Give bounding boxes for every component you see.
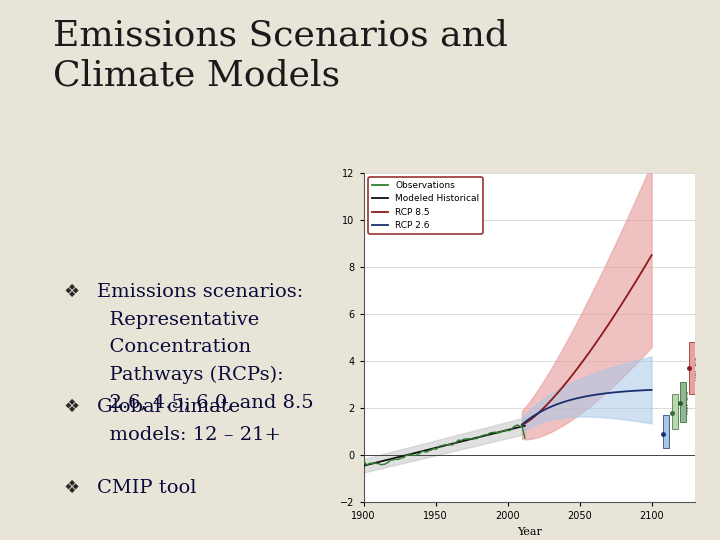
Bar: [689, 342, 695, 394]
X-axis label: Year: Year: [517, 527, 541, 537]
Legend: Observations, Modeled Historical, RCP 8.5, RCP 2.6: Observations, Modeled Historical, RCP 8.…: [368, 177, 483, 234]
Text: ❖: ❖: [63, 478, 79, 497]
Text: models: 12 – 21+: models: 12 – 21+: [96, 426, 281, 444]
Bar: [663, 415, 669, 448]
Text: RCP 2.6: RCP 2.6: [667, 420, 672, 443]
Text: Global climate: Global climate: [96, 398, 240, 416]
Text: Emissions scenarios:: Emissions scenarios:: [96, 283, 303, 301]
Text: RCP 8.5: RCP 8.5: [693, 356, 698, 380]
Text: RCP 4.5: RCP 4.5: [676, 400, 681, 423]
Text: CMIP tool: CMIP tool: [96, 478, 196, 497]
Text: Representative: Representative: [96, 310, 259, 329]
Bar: [680, 382, 686, 422]
Text: Emissions Scenarios and
Climate Models: Emissions Scenarios and Climate Models: [53, 18, 508, 93]
Text: RCP 6.0: RCP 6.0: [685, 390, 690, 414]
Text: Pathways (RCPs):: Pathways (RCPs):: [96, 366, 283, 384]
Text: ❖: ❖: [63, 398, 79, 416]
Bar: [672, 394, 678, 429]
Text: 2.6, 4.5, 6.0, and 8.5: 2.6, 4.5, 6.0, and 8.5: [96, 394, 313, 411]
Text: Concentration: Concentration: [96, 339, 251, 356]
Text: ❖: ❖: [63, 283, 79, 301]
